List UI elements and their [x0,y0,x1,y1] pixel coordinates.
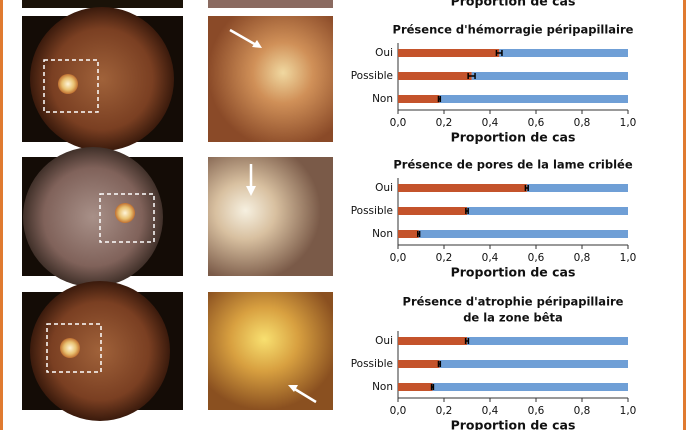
error-bar [417,231,421,237]
axis-label: Proportion de cas [451,130,576,145]
bar-rest [418,230,628,238]
arrow-head [252,40,262,48]
x-tick-label: 0,6 [528,405,545,417]
y-tick-label: Oui [375,47,393,59]
error-bar [430,384,435,390]
arrow-head [288,385,298,392]
bar [398,360,440,368]
axis-label: Proportion de cas [451,418,576,430]
arrow-head [246,186,256,196]
bar [398,49,500,57]
y-tick-label: Possible [351,205,393,217]
bar [398,383,433,391]
x-tick-label: 0,2 [436,405,453,417]
x-tick-label: 1,0 [620,405,637,417]
bar-rest [439,95,628,103]
axis-label: Proportion de cas [451,0,576,9]
bar-rest [499,49,628,57]
x-tick-label: 1,0 [620,252,637,264]
error-bar [465,208,469,214]
optic-disc [115,203,135,223]
x-tick-label: 0,4 [482,252,499,264]
photo-row [22,147,333,287]
zoom-box [43,59,99,113]
error-bar [467,73,476,79]
zoom-box [46,323,102,373]
chart-title: Présence d'atrophie péripapillaire [403,295,624,309]
arrow [292,386,317,404]
photo-row [22,281,333,421]
x-tick-label: 0,6 [528,117,545,129]
error-bar [495,50,503,56]
error-bar [464,338,470,344]
y-tick-label: Possible [351,70,393,82]
y-tick-label: Non [372,93,393,105]
x-tick-label: 0,8 [574,252,591,264]
zoom-box [99,193,155,243]
chart-title: Présence d'hémorragie péripapillaire [393,23,634,37]
x-tick-label: 0,4 [482,117,499,129]
x-tick-label: 0,2 [436,252,453,264]
fundus [30,7,174,151]
bar [398,230,419,238]
photo-row [22,7,333,151]
bar-rest [471,72,628,80]
x-tick-label: 0,2 [436,117,453,129]
x-tick-label: 0,8 [574,117,591,129]
x-tick-label: 0,8 [574,405,591,417]
fundus [30,281,170,421]
fundus [23,147,163,287]
y-tick-label: Oui [375,335,393,347]
frame-edge [0,0,3,430]
photo [22,0,183,8]
bar-rest [467,207,628,215]
chart-title: Présence de pores de la lame criblée [393,158,632,172]
x-tick-label: 0,0 [390,117,407,129]
chart-title: de la zone bêta [463,311,563,325]
x-tick-label: 0,4 [482,405,499,417]
x-tick-label: 0,0 [390,252,407,264]
optic-disc [58,74,78,94]
bar [398,184,527,192]
y-tick-label: Possible [351,358,393,370]
error-bar [437,361,442,367]
bar [398,95,440,103]
x-tick-label: 1,0 [620,117,637,129]
error-bar [524,185,529,191]
optic-disc [60,338,80,358]
photo [208,16,333,142]
arrow [229,28,259,48]
photo [208,292,333,410]
bar-rest [439,360,628,368]
y-tick-label: Non [372,228,393,240]
bar-rest [526,184,628,192]
axis-label: Proportion de cas [451,265,576,280]
bar-rest [432,383,628,391]
bar [398,72,472,80]
x-tick-label: 0,6 [528,252,545,264]
frame-edge [683,0,686,430]
bar [398,207,467,215]
y-tick-label: Non [372,381,393,393]
error-bar [437,96,442,102]
y-tick-label: Oui [375,182,393,194]
bar-rest [467,337,628,345]
x-tick-label: 0,0 [390,405,407,417]
photo [208,157,333,276]
bar [398,337,467,345]
photo [208,0,333,8]
